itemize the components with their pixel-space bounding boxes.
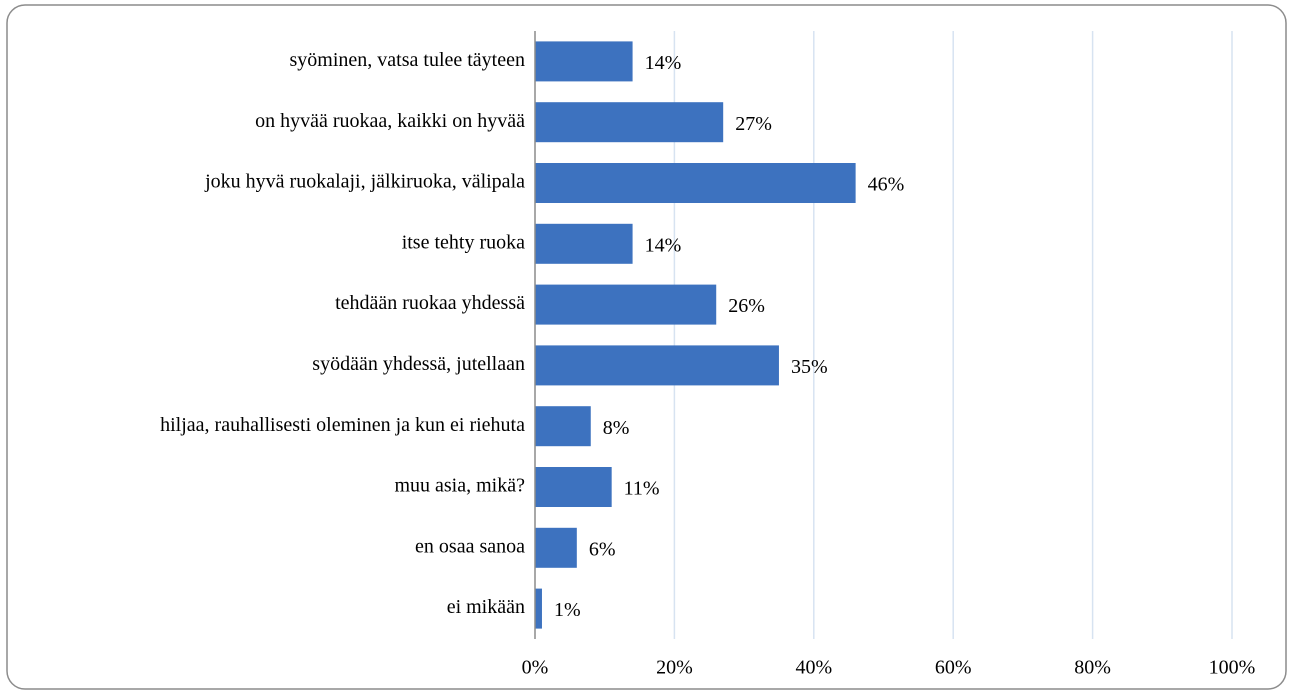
x-tick-label: 20% [656,657,693,679]
bar [535,163,856,203]
y-tick-label: en osaa sanoa [415,535,525,557]
y-tick-label: on hyvää ruokaa, kaikki on hyvää [255,110,525,132]
y-tick-label: syödään yhdessä, jutellaan [312,353,525,375]
data-label: 6% [589,538,616,560]
bar [535,41,633,82]
bar [535,467,612,507]
data-label: 46% [868,174,905,196]
bar [535,588,542,629]
data-label: 11% [624,478,660,500]
y-tick-label: hiljaa, rauhallisesti oleminen ja kun ei… [160,414,525,436]
y-tick-label: syöminen, vatsa tulee täyteen [290,49,525,71]
data-label: 35% [791,356,828,378]
bar [535,406,591,447]
data-label: 26% [728,295,765,317]
x-tick-label: 40% [795,657,832,679]
bar [535,223,633,264]
y-tick-label: ei mikään [447,596,525,618]
y-tick-label: tehdään ruokaa yhdessä [335,292,525,314]
bar [535,102,724,143]
data-label: 27% [735,113,772,135]
bar [535,284,717,325]
x-tick-label: 0% [522,657,549,679]
bar [535,527,577,568]
y-tick-label: itse tehty ruoka [402,231,525,253]
y-tick-label: joku hyvä ruokalaji, jälkiruoka, välipal… [204,171,525,193]
x-tick-label: 100% [1209,657,1256,679]
x-tick-label: 60% [935,657,972,679]
data-label: 14% [645,52,682,74]
data-label: 1% [554,599,581,621]
data-label: 14% [645,234,682,256]
x-tick-label: 80% [1074,657,1111,679]
data-label: 8% [603,417,630,439]
bar [535,345,779,386]
y-tick-label: muu asia, mikä? [394,475,525,497]
